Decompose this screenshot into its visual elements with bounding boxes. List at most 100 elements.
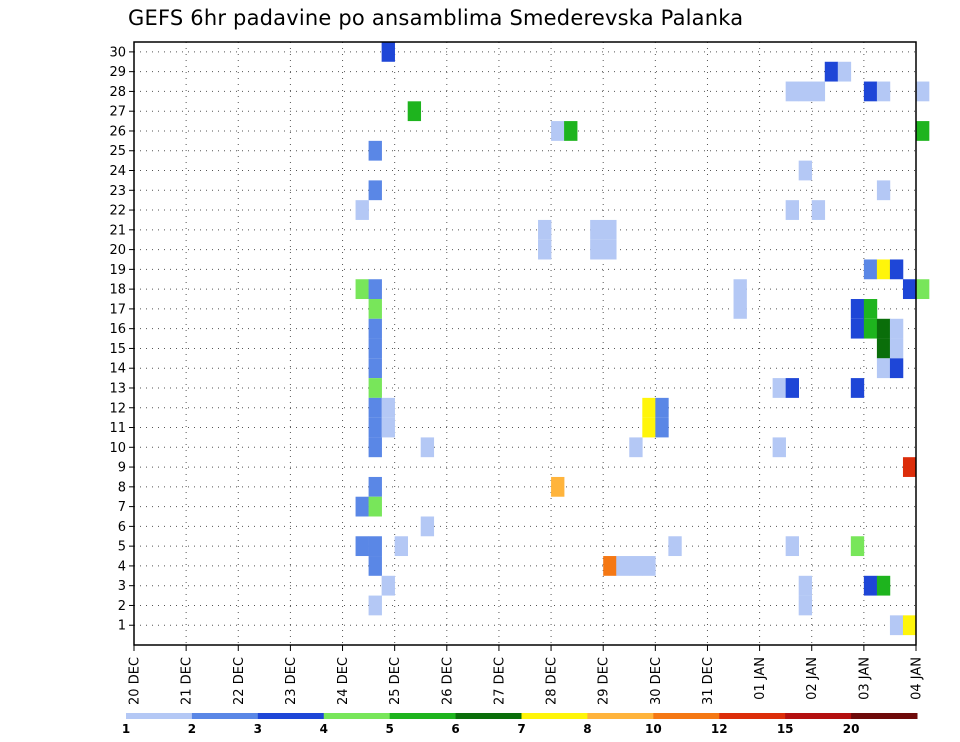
precip-cell: [876, 318, 891, 339]
x-tick-label: 03 JAN: [857, 657, 872, 700]
precip-cell: [850, 299, 865, 319]
precip-cell: [811, 81, 826, 102]
precip-cell: [590, 219, 604, 240]
y-tick-label: 13: [109, 381, 126, 396]
precip-cell: [381, 42, 395, 62]
precip-cell: [798, 575, 813, 596]
precip-cell: [642, 397, 656, 418]
precip-cell: [655, 397, 669, 418]
x-tick-label: 02 JAN: [805, 657, 820, 700]
y-tick-label: 25: [109, 144, 126, 159]
precip-cell: [876, 338, 891, 359]
colorbar-label: 15: [777, 722, 794, 736]
y-tick-label: 23: [109, 184, 126, 199]
y-tick-label: 17: [109, 302, 126, 317]
y-tick-label: 4: [118, 559, 126, 574]
colorbar-segment: [191, 713, 259, 719]
precip-cell: [368, 417, 382, 438]
precip-cell: [629, 556, 643, 576]
precip-cell: [355, 496, 369, 517]
precip-cell: [798, 81, 813, 102]
y-axis: 1234567891011121314151617181920212223242…: [109, 45, 134, 634]
precip-cell: [642, 556, 656, 576]
precip-cell: [368, 338, 382, 359]
precip-cell: [889, 338, 904, 359]
y-tick-label: 3: [118, 579, 126, 594]
precip-cell: [824, 61, 839, 82]
y-tick-label: 1: [118, 619, 126, 634]
precip-cell: [368, 397, 382, 418]
colorbar-label: 2: [188, 722, 196, 736]
y-tick-label: 22: [109, 204, 126, 219]
colorbar-label: 4: [320, 722, 328, 736]
y-tick-label: 7: [118, 500, 126, 515]
precip-cell: [785, 536, 799, 557]
precip-cell: [902, 457, 917, 477]
colorbar-label: 20: [843, 722, 860, 736]
precip-cell: [368, 556, 382, 576]
precip-cell: [798, 160, 813, 181]
precip-cell: [420, 516, 435, 537]
x-tick-label: 30 DEC: [649, 657, 664, 705]
precip-cell: [355, 200, 369, 220]
precip-cell: [355, 536, 369, 557]
colorbar-segment: [323, 713, 391, 719]
precip-cell: [642, 417, 656, 438]
colorbar-label: 3: [254, 722, 262, 736]
y-tick-label: 29: [109, 65, 126, 80]
x-tick-label: 29 DEC: [597, 657, 612, 705]
precip-cell: [889, 358, 904, 379]
x-tick-label: 25 DEC: [388, 657, 403, 705]
x-tick-label: 21 DEC: [180, 657, 195, 705]
colorbar-segment: [126, 713, 193, 719]
y-tick-label: 14: [109, 362, 126, 377]
colorbar-segment: [785, 713, 852, 719]
x-tick-label: 31 DEC: [701, 657, 716, 705]
x-tick-label: 28 DEC: [545, 657, 560, 705]
precip-cell: [811, 200, 826, 220]
precip-cell: [837, 61, 852, 82]
y-tick-label: 18: [109, 283, 126, 298]
precip-cell: [916, 121, 930, 141]
chart-title: GEFS 6hr padavine po ansamblima Smederev…: [128, 6, 744, 30]
precip-cell: [381, 397, 395, 418]
precip-cell: [772, 437, 786, 458]
y-tick-label: 6: [118, 520, 126, 535]
x-axis: 20 DEC 21 DEC 22 DEC 23 DEC 24 DEC 25 DEC 26 D…: [128, 645, 925, 705]
colorbar-segment: [587, 713, 654, 719]
precip-cell: [655, 417, 669, 438]
precip-cell: [916, 81, 930, 102]
precip-cell: [876, 180, 891, 201]
precip-cell: [368, 437, 382, 458]
precip-cell: [590, 239, 604, 260]
colorbar: 1 2 3 4 5 6 7 8 10 12 15 20: [122, 713, 918, 736]
precip-cell: [368, 318, 382, 339]
precip-cell: [420, 437, 435, 458]
x-tick-label: 26 DEC: [440, 657, 455, 705]
x-tick-label: 27 DEC: [492, 657, 507, 705]
precip-cell: [368, 496, 382, 517]
precip-cell: [668, 536, 682, 557]
precip-cell: [850, 318, 865, 339]
y-tick-label: 16: [109, 322, 126, 337]
precip-cell: [368, 378, 382, 398]
precip-cell: [798, 595, 813, 616]
colorbar-segment: [455, 713, 522, 719]
precip-cell: [863, 575, 878, 596]
precip-cell: [368, 536, 382, 557]
precip-cell: [902, 279, 917, 300]
precip-cell: [863, 81, 878, 102]
y-tick-label: 20: [109, 243, 126, 258]
y-tick-label: 10: [109, 441, 126, 456]
x-tick-label: 20 DEC: [128, 657, 143, 705]
y-tick-label: 5: [118, 540, 126, 555]
colorbar-label: 8: [583, 722, 591, 736]
precip-cells: [355, 42, 930, 636]
y-tick-label: 21: [109, 223, 126, 238]
colorbar-segment: [257, 713, 325, 719]
precip-cell: [603, 556, 617, 576]
precip-cell: [889, 318, 904, 339]
precip-cell: [785, 81, 799, 102]
precip-cell: [407, 101, 422, 122]
precip-cell: [876, 81, 891, 102]
